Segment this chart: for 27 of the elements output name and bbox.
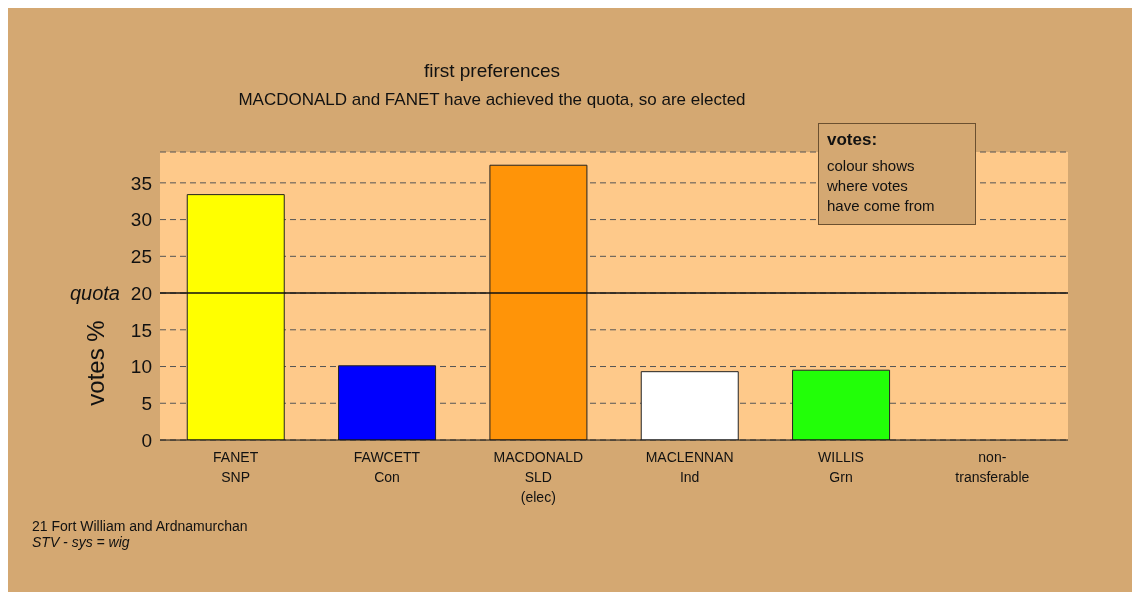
chart-title: first preferences: [422, 60, 562, 82]
text: STV - sys = wig: [32, 534, 131, 550]
y-axis-title: votes %: [82, 320, 110, 406]
bar: [792, 369, 891, 440]
y-tick-label: 15: [130, 319, 152, 341]
ref-line-label: quota: [69, 282, 120, 305]
text: 21 Fort William and Ardnamurchan: [32, 518, 248, 534]
y-tick-label: 0: [141, 429, 152, 451]
x-tick-label: FAWCETT Con: [353, 449, 421, 485]
text: votes:: [827, 130, 879, 150]
x-tick-label: WILLIS Grn: [818, 449, 864, 485]
annotation: colour shows where votes have come from: [827, 156, 936, 216]
x-tick-label: non- transferable: [955, 449, 1030, 485]
y-tick-label: 30: [130, 209, 152, 231]
y-tick-label: 35: [130, 172, 152, 194]
x-tick-label: FANET SNP: [213, 449, 259, 485]
y-tick-label: 25: [130, 246, 152, 268]
x-tick-label: MACLENNAN Ind: [645, 449, 734, 485]
y-tick-label: 20: [130, 282, 152, 304]
bar: [186, 194, 285, 440]
y-tick-label: 10: [130, 356, 152, 378]
bar: [640, 371, 739, 440]
x-tick-label: MACDONALD SLD (elec): [493, 449, 584, 505]
bar: [489, 164, 588, 440]
bar: [338, 365, 437, 440]
chart-subtitle: MACDONALD and FANET have achieved the quota, so are elected: [237, 90, 747, 110]
y-tick-label: 5: [141, 393, 152, 415]
